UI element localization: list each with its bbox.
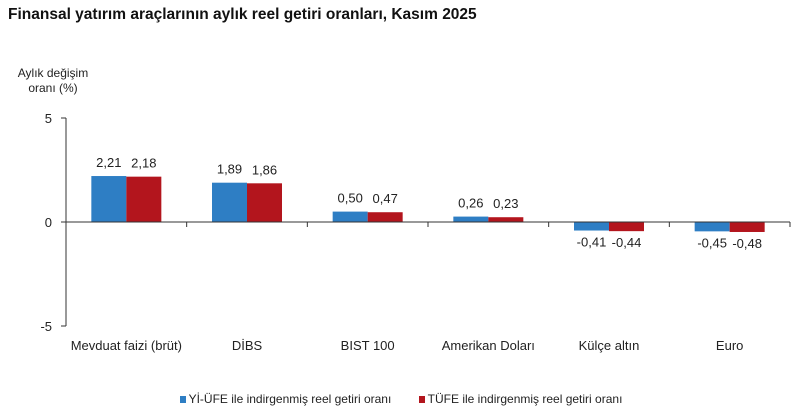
data-label: 0,47 [373, 191, 398, 206]
legend-label: TÜFE ile indirgenmiş reel getiri oranı [427, 392, 623, 406]
chart-title: Finansal yatırım araçlarının aylık reel … [8, 6, 477, 23]
y-axis-label: Aylık değişim oranı (%) [17, 66, 89, 95]
legend: Yİ-ÜFE ile indirgenmiş reel getiri oranı… [0, 392, 802, 406]
x-tick-label: Mevduat faizi (brüt) [71, 338, 182, 353]
legend-item-tufe: TÜFE ile indirgenmiş reel getiri oranı [418, 392, 623, 406]
x-tick-label: Amerikan Doları [442, 338, 535, 353]
bar [574, 222, 609, 231]
x-tick-label: DİBS [232, 338, 263, 353]
bar [367, 212, 403, 222]
bar [609, 222, 644, 232]
data-label: 0,23 [493, 196, 518, 211]
data-label: 2,21 [96, 155, 121, 170]
x-tick-label: Euro [716, 338, 743, 353]
bar [212, 182, 247, 222]
data-label: 0,26 [458, 196, 483, 211]
y-tick-label: 5 [45, 111, 52, 126]
x-tick-label: BIST 100 [341, 338, 395, 353]
y-tick-label: -5 [40, 319, 52, 334]
data-label: 1,86 [252, 162, 277, 177]
data-label: 2,18 [131, 156, 156, 171]
legend-item-yi-ufe: Yİ-ÜFE ile indirgenmiş reel getiri oranı [179, 392, 392, 406]
data-label: -0,45 [697, 235, 727, 250]
data-label: -0,48 [732, 236, 762, 251]
y-tick-label: 0 [45, 215, 52, 230]
data-label: 0,50 [338, 191, 363, 206]
data-label: -0,44 [612, 235, 642, 250]
bar [126, 176, 162, 222]
legend-label: Yİ-ÜFE ile indirgenmiş reel getiri oranı [188, 392, 392, 406]
bar [694, 222, 730, 232]
bar [332, 211, 368, 222]
data-label: -0,41 [577, 235, 607, 250]
legend-swatch [179, 396, 186, 403]
bar [488, 217, 524, 222]
legend-swatch [418, 396, 425, 403]
bar [729, 222, 765, 232]
bar [91, 176, 127, 222]
bar [247, 183, 282, 222]
x-tick-label: Külçe altın [579, 338, 640, 353]
data-label: 1,89 [217, 162, 242, 177]
bar [453, 216, 489, 222]
